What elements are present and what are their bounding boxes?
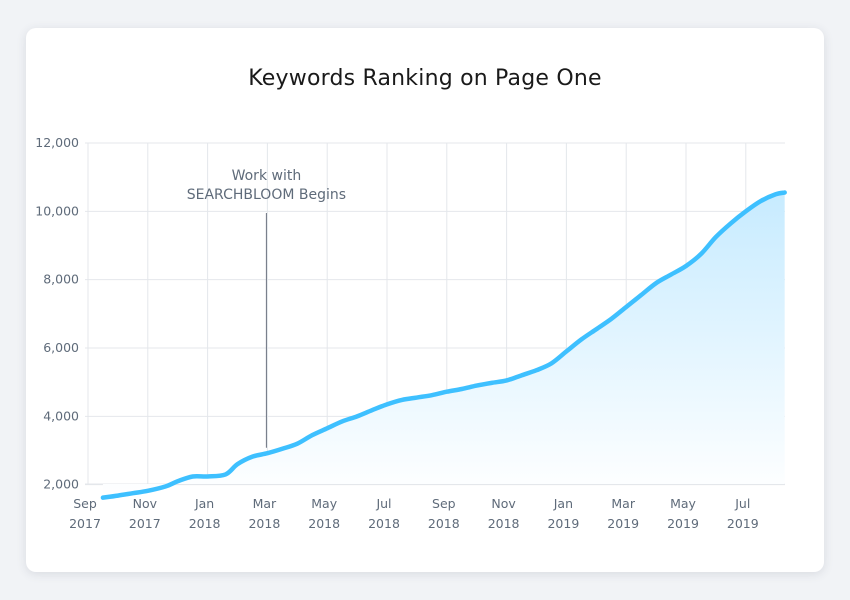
x-tick-label-year: 2018 [248,516,280,531]
x-tick-label-month: Nov [133,496,158,511]
y-tick-label: 12,000 [35,135,79,150]
x-tick-label-year: 2018 [308,516,340,531]
x-tick-label-year: 2018 [368,516,400,531]
area-layer [102,192,785,498]
x-tick-label-year: 2019 [547,516,579,531]
y-tick-label: 4,000 [43,408,79,423]
annotation-label-line1: Work with [232,168,302,184]
x-tick-label-year: 2019 [727,516,759,531]
x-tick-label-month: Jan [194,496,214,511]
x-tick-label-month: Sep [73,496,97,511]
y-axis-ticks: 2,000 4,000 6,000 8,000 10,000 12,000 [35,135,79,492]
series-area [102,192,785,498]
x-tick-label-year: 2019 [607,516,639,531]
annotation-label-line2: SEARCHBLOOM Begins [187,187,346,203]
y-tick-label: 8,000 [43,272,79,287]
x-tick-label-year: 2018 [428,516,460,531]
y-tick-label: 10,000 [35,203,79,218]
x-axis-ticks: Sep 2017 Nov 2017 Jan 2018 Mar 2018 May 2018 Jul 20… [69,496,759,531]
x-tick-label-month: Sep [432,496,456,511]
x-tick-label-year: 2017 [129,516,161,531]
chart-title: Keywords Ranking on Page One [248,66,602,91]
x-tick-label-month: Jul [375,496,391,511]
x-tick-label-year: 2019 [667,516,699,531]
x-tick-label-year: 2017 [69,516,101,531]
x-tick-label-month: Jul [734,496,750,511]
line-layer [100,190,787,500]
x-tick-label-year: 2018 [488,516,520,531]
y-tick-label: 2,000 [43,477,79,492]
x-tick-label-month: Jan [553,496,573,511]
series-line [100,190,787,500]
x-tick-label-month: Nov [491,496,516,511]
annotation-layer: Work with SEARCHBLOOM Begins [187,168,346,448]
x-tick-label-year: 2018 [189,516,221,531]
x-tick-label-month: Mar [253,496,277,511]
x-tick-label-month: May [670,496,696,511]
x-tick-label-month: May [311,496,337,511]
x-tick-label-month: Mar [611,496,635,511]
y-tick-label: 6,000 [43,340,79,355]
